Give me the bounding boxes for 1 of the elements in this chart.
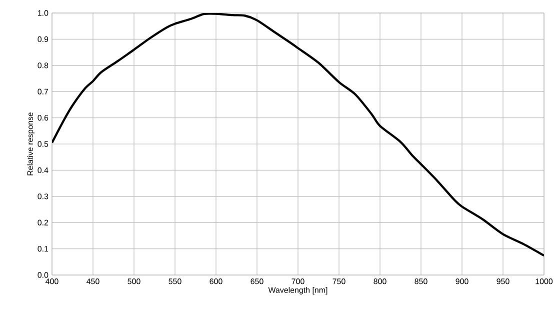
line-series — [52, 12, 544, 257]
